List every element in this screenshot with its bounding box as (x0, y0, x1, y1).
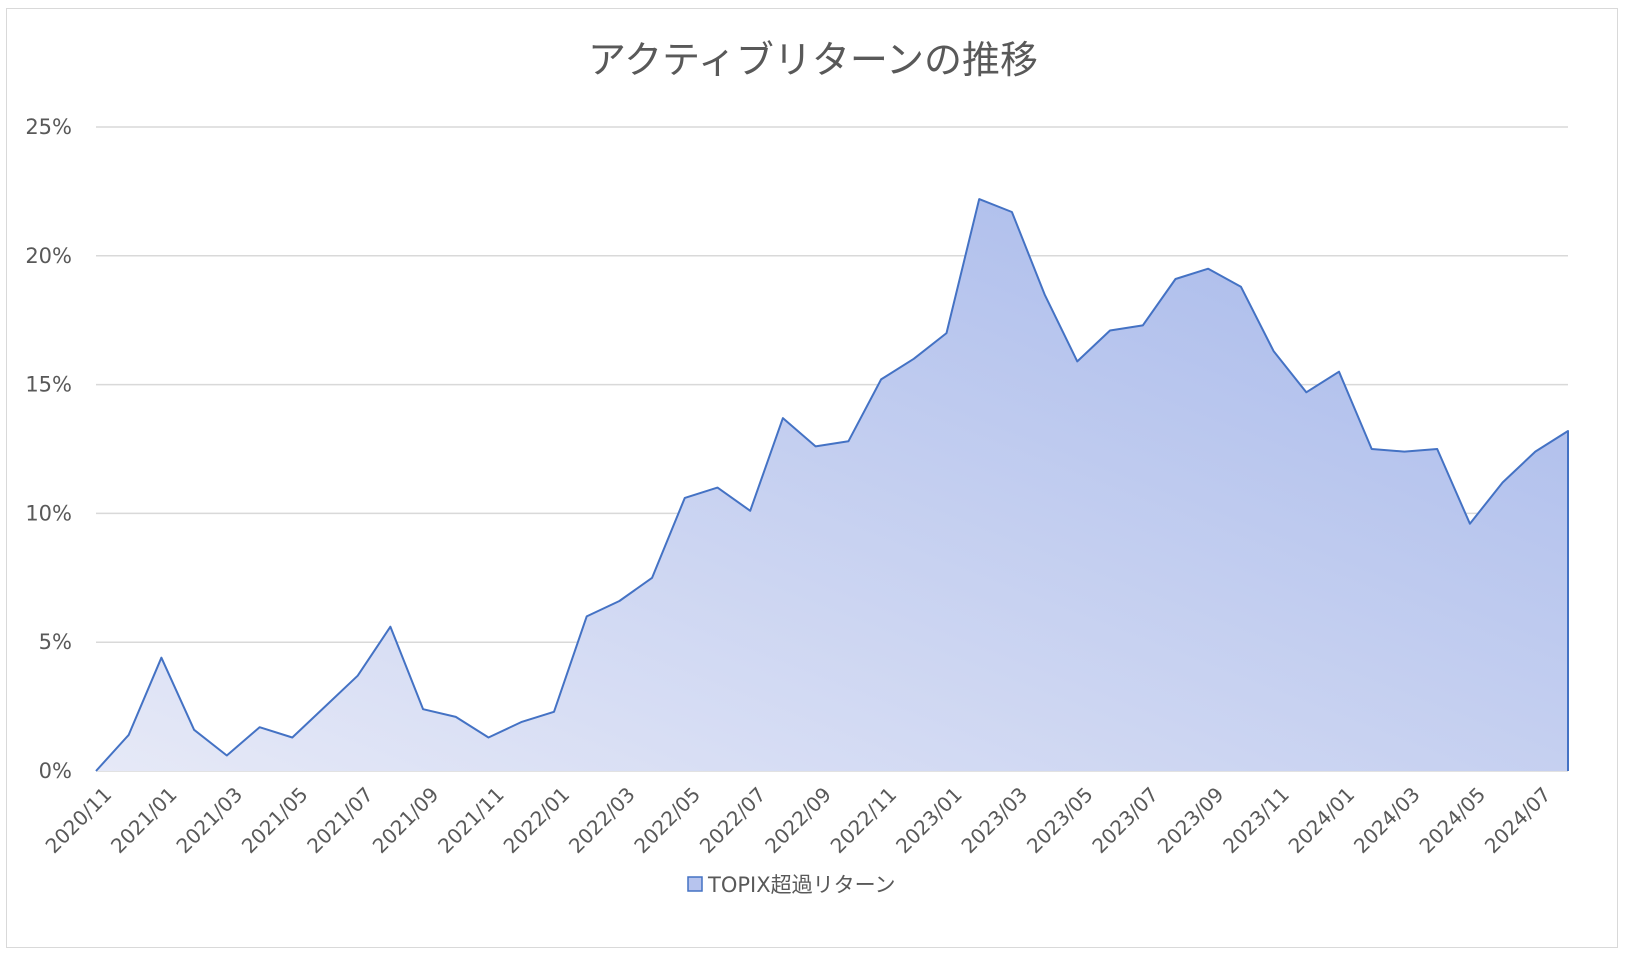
x-tick-label: 2024/05 (1414, 782, 1490, 858)
legend: TOPIX超過リターン (687, 873, 896, 897)
x-tick-label: 2022/11 (826, 782, 902, 858)
x-tick-label: 2020/11 (41, 782, 117, 858)
chart-title: アクティブリターンの推移 (588, 38, 1038, 82)
x-tick-label: 2024/01 (1284, 782, 1360, 858)
y-tick-label: 20% (25, 244, 72, 268)
x-tick-label: 2021/01 (106, 782, 182, 858)
series-line (95, 198, 1569, 772)
legend-label: TOPIX超過リターン (707, 873, 896, 897)
x-tick-label: 2023/09 (1153, 782, 1229, 858)
x-tick-label: 2023/05 (1022, 782, 1098, 858)
x-tick-label: 2023/11 (1218, 782, 1294, 858)
x-tick-label: 2021/07 (302, 782, 378, 858)
series-area (95, 198, 1569, 772)
x-tick-label: 2021/11 (433, 782, 509, 858)
y-tick-label: 10% (25, 501, 72, 525)
x-tick-label: 2021/09 (368, 782, 444, 858)
x-tick-label: 2024/07 (1480, 782, 1556, 858)
x-tick-label: 2022/05 (629, 782, 705, 858)
x-tick-label: 2022/07 (695, 782, 771, 858)
x-tick-label: 2024/03 (1349, 782, 1425, 858)
y-tick-label: 0% (39, 759, 72, 783)
y-tick-label: 25% (25, 115, 72, 139)
x-tick-label: 2023/03 (956, 782, 1032, 858)
x-tick-label: 2022/01 (499, 782, 575, 858)
x-axis: 2020/112021/012021/032021/052021/072021/… (41, 782, 1556, 858)
y-tick-label: 5% (39, 630, 72, 654)
x-tick-label: 2022/09 (760, 782, 836, 858)
y-tick-label: 15% (25, 373, 72, 397)
area-fill (96, 199, 1568, 772)
x-tick-label: 2021/03 (171, 782, 247, 858)
x-tick-label: 2021/05 (237, 782, 313, 858)
x-tick-label: 2023/01 (891, 782, 967, 858)
legend-swatch (687, 876, 703, 892)
x-tick-label: 2023/07 (1087, 782, 1163, 858)
x-tick-label: 2022/03 (564, 782, 640, 858)
y-axis: 0% 5% 10% 15% 20% 25% (25, 115, 72, 783)
